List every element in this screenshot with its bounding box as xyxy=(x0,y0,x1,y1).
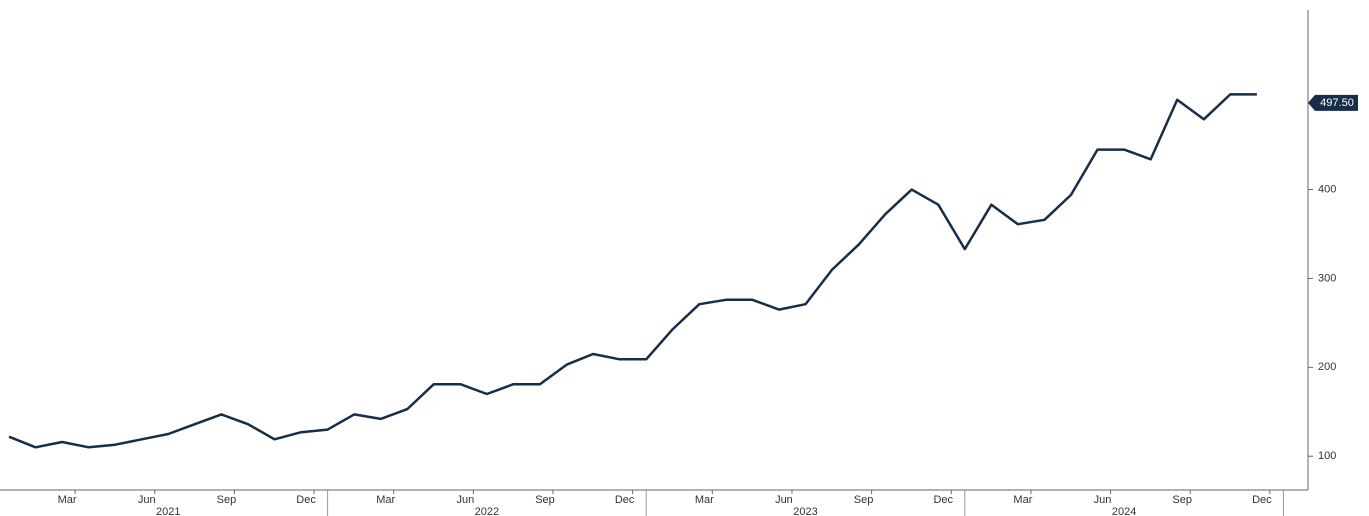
x-tick-label: Mar xyxy=(695,494,714,506)
x-tick-label: Sep xyxy=(217,494,237,506)
x-tick-label: Dec xyxy=(296,494,316,506)
x-tick-label: Dec xyxy=(933,494,953,506)
x-tick-label: Jun xyxy=(138,494,156,506)
x-tick-label: Dec xyxy=(615,494,635,506)
x-tick-label: Jun xyxy=(1094,494,1112,506)
last-price-tag xyxy=(1308,94,1358,111)
x-year-label: 2022 xyxy=(475,506,499,516)
x-year-label: 2023 xyxy=(793,506,817,516)
x-tick-label: Jun xyxy=(775,494,793,506)
x-tick-label: Mar xyxy=(376,494,395,506)
last-price-label: 497.50 xyxy=(1320,97,1354,109)
y-tick-label: 400 xyxy=(1318,183,1336,195)
x-tick-label: Dec xyxy=(1252,494,1272,506)
price-line xyxy=(8,93,1257,449)
x-year-label: 2024 xyxy=(1112,506,1136,516)
x-tick-label: Sep xyxy=(535,494,555,506)
y-tick-label: 300 xyxy=(1318,272,1336,284)
y-tick-label: 200 xyxy=(1318,361,1336,373)
x-tick-label: Sep xyxy=(1172,494,1192,506)
x-tick-label: Sep xyxy=(854,494,874,506)
x-tick-label: Jun xyxy=(456,494,474,506)
x-tick-label: Mar xyxy=(58,494,77,506)
y-tick-label: 100 xyxy=(1318,450,1336,462)
x-tick-label: Mar xyxy=(1013,494,1032,506)
x-year-label: 2021 xyxy=(156,506,180,516)
